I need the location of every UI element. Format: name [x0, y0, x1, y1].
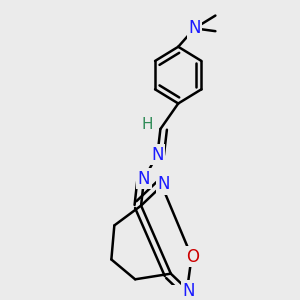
Text: N: N [138, 169, 150, 188]
Text: N: N [188, 19, 201, 37]
Text: O: O [187, 248, 200, 266]
Text: N: N [157, 175, 170, 193]
Text: N: N [151, 146, 164, 164]
Text: N: N [182, 282, 195, 300]
Text: H: H [141, 117, 153, 132]
